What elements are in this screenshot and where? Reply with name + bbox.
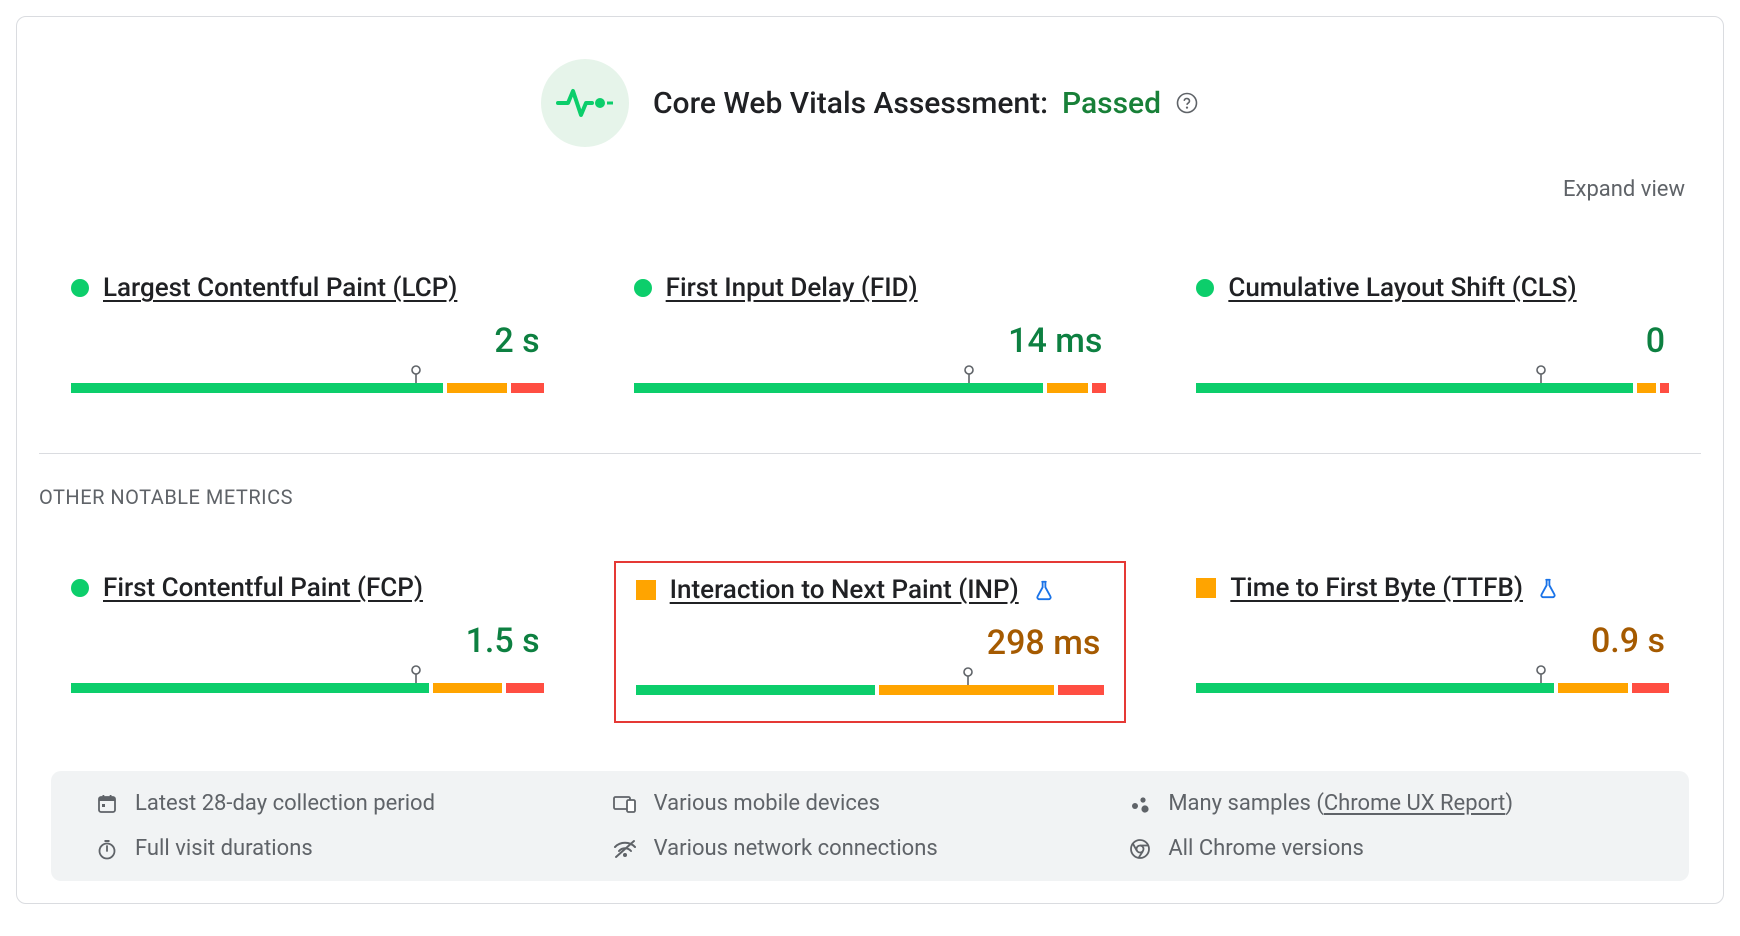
metric-name-link[interactable]: Time to First Byte (TTFB): [1230, 573, 1523, 603]
help-icon[interactable]: [1175, 91, 1199, 115]
dist-segment-0: [634, 383, 1043, 393]
metric-first-contentful-paint-fcp: First Contentful Paint (FCP) 1.5 s: [51, 561, 564, 723]
chrome-icon: [1128, 837, 1152, 861]
dist-segment-1: [1047, 383, 1089, 393]
dist-segment-0: [71, 683, 429, 693]
percentile-marker-icon: [1534, 665, 1548, 679]
metric-head: Cumulative Layout Shift (CLS): [1196, 273, 1669, 303]
assessment-status: Passed: [1062, 86, 1161, 121]
footer-chrome-text: All Chrome versions: [1168, 836, 1364, 861]
web-vitals-panel: Core Web Vitals Assessment: Passed Expan…: [16, 16, 1724, 904]
dist-segment-2: [1058, 685, 1104, 695]
metric-value: 1.5 s: [71, 621, 544, 661]
flask-icon[interactable]: [1537, 577, 1559, 599]
dist-segment-0: [1196, 683, 1554, 693]
distribution-bar: [1196, 669, 1669, 693]
devices-icon: [612, 792, 638, 816]
notable-section-label: OTHER NOTABLE METRICS: [39, 485, 293, 509]
metric-head: First Input Delay (FID): [634, 273, 1107, 303]
dist-segment-0: [1196, 383, 1633, 393]
expand-view-link[interactable]: Expand view: [1563, 177, 1685, 202]
footer-collection-text: Latest 28-day collection period: [135, 791, 435, 816]
metric-name-link[interactable]: Cumulative Layout Shift (CLS): [1228, 273, 1576, 303]
metric-head: Largest Contentful Paint (LCP): [71, 273, 544, 303]
footer-network-text: Various network connections: [654, 836, 938, 861]
percentile-marker-icon: [409, 665, 423, 679]
metric-name-link[interactable]: First Contentful Paint (FCP): [103, 573, 423, 603]
notable-metrics-section: First Contentful Paint (FCP) 1.5 s Interac…: [51, 561, 1689, 723]
footer-network: Various network connections: [612, 836, 1129, 861]
distribution-bar: [636, 671, 1105, 695]
metric-head: Interaction to Next Paint (INP): [636, 575, 1105, 605]
percentile-marker-icon: [961, 667, 975, 681]
assessment-title-prefix: Core Web Vitals Assessment:: [653, 86, 1048, 121]
metric-value: 0.9 s: [1196, 621, 1669, 661]
metric-first-input-delay-fid: First Input Delay (FID) 14 ms: [614, 261, 1127, 419]
status-good-icon: [71, 579, 89, 597]
dist-segment-2: [511, 383, 544, 393]
distribution-bar: [71, 669, 544, 693]
metric-largest-contentful-paint-lcp: Largest Contentful Paint (LCP) 2 s: [51, 261, 564, 419]
crux-report-link[interactable]: Chrome UX Report: [1324, 791, 1505, 816]
network-icon: [612, 837, 638, 861]
stopwatch-icon: [95, 837, 119, 861]
dist-segment-2: [1660, 383, 1669, 393]
metric-head: First Contentful Paint (FCP): [71, 573, 544, 603]
status-good-icon: [1196, 279, 1214, 297]
flask-icon[interactable]: [1033, 579, 1055, 601]
footer-devices-text: Various mobile devices: [654, 791, 880, 816]
status-warn-icon: [636, 580, 656, 600]
distribution-bar: [634, 369, 1107, 393]
footer-samples-text: Many samples (Chrome UX Report): [1168, 791, 1513, 816]
vitals-pulse-icon: [541, 59, 629, 147]
dist-segment-0: [71, 383, 443, 393]
dist-segment-1: [433, 683, 503, 693]
data-source-footer: Latest 28-day collection period Various …: [51, 771, 1689, 881]
dist-segment-2: [1632, 683, 1669, 693]
footer-durations: Full visit durations: [95, 836, 612, 861]
percentile-marker-icon: [409, 365, 423, 379]
metric-interaction-to-next-paint-inp: Interaction to Next Paint (INP) 298 ms: [614, 561, 1127, 723]
footer-collection: Latest 28-day collection period: [95, 791, 612, 816]
dist-segment-0: [636, 685, 876, 695]
footer-chrome: All Chrome versions: [1128, 836, 1645, 861]
percentile-marker-icon: [1534, 365, 1548, 379]
dist-segment-1: [1637, 383, 1656, 393]
core-metrics-section: Largest Contentful Paint (LCP) 2 s First I…: [51, 261, 1689, 419]
metric-value: 0: [1196, 321, 1669, 361]
dist-segment-1: [1558, 683, 1628, 693]
distribution-bar: [71, 369, 544, 393]
dist-segment-2: [506, 683, 543, 693]
metric-head: Time to First Byte (TTFB): [1196, 573, 1669, 603]
footer-samples: Many samples (Chrome UX Report): [1128, 791, 1645, 816]
metric-name-link[interactable]: Interaction to Next Paint (INP): [670, 575, 1019, 605]
percentile-marker-icon: [962, 365, 976, 379]
distribution-bar: [1196, 369, 1669, 393]
footer-durations-text: Full visit durations: [135, 836, 313, 861]
status-good-icon: [71, 279, 89, 297]
metric-value: 2 s: [71, 321, 544, 361]
metric-value: 298 ms: [636, 623, 1105, 663]
assessment-header: Core Web Vitals Assessment: Passed: [51, 59, 1689, 147]
dist-segment-1: [447, 383, 507, 393]
metric-cumulative-layout-shift-cls: Cumulative Layout Shift (CLS) 0: [1176, 261, 1689, 419]
status-good-icon: [634, 279, 652, 297]
metric-name-link[interactable]: Largest Contentful Paint (LCP): [103, 273, 457, 303]
metric-value: 14 ms: [634, 321, 1107, 361]
metric-time-to-first-byte-ttfb: Time to First Byte (TTFB) 0.9 s: [1176, 561, 1689, 723]
section-divider: [39, 453, 1701, 454]
footer-devices: Various mobile devices: [612, 791, 1129, 816]
scatter-icon: [1128, 792, 1152, 816]
dist-segment-1: [879, 685, 1054, 695]
metric-name-link[interactable]: First Input Delay (FID): [666, 273, 918, 303]
calendar-icon: [95, 792, 119, 816]
dist-segment-2: [1092, 383, 1106, 393]
status-warn-icon: [1196, 578, 1216, 598]
